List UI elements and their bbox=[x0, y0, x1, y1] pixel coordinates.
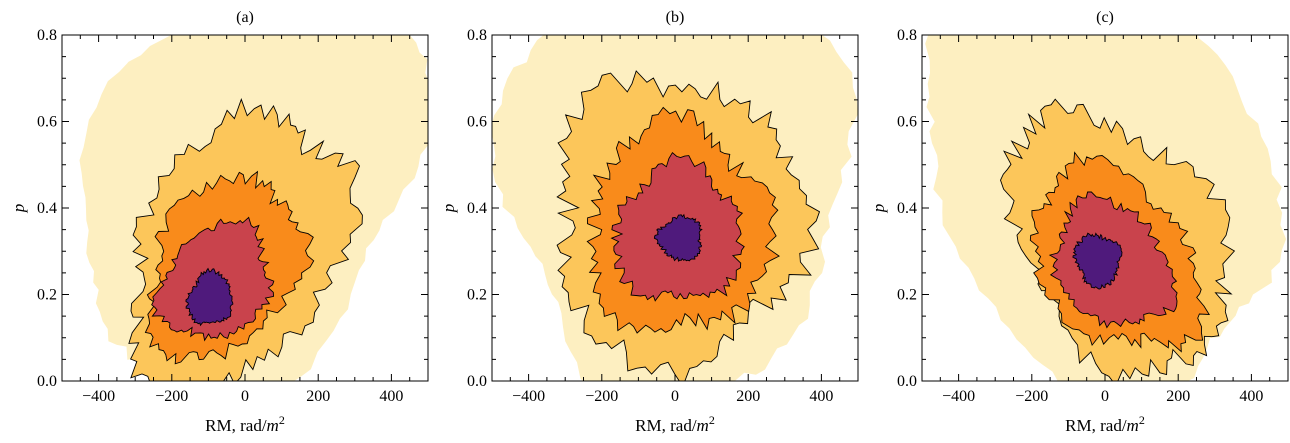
x-axis-label: RM, rad/m2 bbox=[205, 413, 285, 435]
y-axis-label: p bbox=[439, 204, 458, 214]
x-tick-label: −400 bbox=[82, 388, 115, 405]
x-tick-label: −400 bbox=[512, 388, 545, 405]
panel-title: (c) bbox=[1096, 9, 1114, 26]
x-tick-label: 0 bbox=[1101, 388, 1109, 405]
x-tick-label: 200 bbox=[306, 388, 330, 405]
y-tick-label: 0.6 bbox=[467, 114, 487, 131]
x-tick-label: 0 bbox=[671, 388, 679, 405]
contour-area bbox=[492, 35, 858, 381]
x-axis-label: RM, rad/m2 bbox=[635, 413, 715, 435]
y-tick-label: 0.8 bbox=[37, 27, 57, 44]
x-tick-label: −200 bbox=[585, 388, 618, 405]
panel-a: −400 −200 0 200 400 0.0 0.2 0.4 0.6 0.8 (a) RM, rad… bbox=[9, 9, 429, 435]
panel-b: −400 −200 0 200 400 0.0 0.2 0.4 0.6 0.8 (b) RM, rad… bbox=[439, 9, 859, 435]
x-tick-label: 200 bbox=[1166, 388, 1190, 405]
y-tick-label: 0.0 bbox=[897, 373, 917, 390]
y-tick-label: 0.8 bbox=[467, 27, 487, 44]
x-axis-label: RM, rad/m2 bbox=[1065, 413, 1145, 435]
y-tick-label: 0.8 bbox=[897, 27, 917, 44]
contour-area bbox=[925, 35, 1287, 381]
contour-area bbox=[79, 35, 428, 381]
y-tick-label: 0.4 bbox=[467, 200, 487, 217]
panel-title: (b) bbox=[666, 9, 685, 26]
y-axis-label: p bbox=[9, 204, 28, 214]
x-tick-label: −400 bbox=[942, 388, 975, 405]
y-tick-label: 0.6 bbox=[37, 114, 57, 131]
x-tick-label: −200 bbox=[1015, 388, 1048, 405]
panel-c: −400 −200 0 200 400 0.0 0.2 0.4 0.6 0.8 (c) RM, rad… bbox=[869, 9, 1289, 435]
y-tick-label: 0.2 bbox=[467, 287, 487, 304]
y-tick-label: 0.4 bbox=[37, 200, 57, 217]
y-axis-label: p bbox=[869, 204, 888, 214]
y-tick-label: 0.6 bbox=[897, 114, 917, 131]
y-tick-label: 0.2 bbox=[37, 287, 57, 304]
x-tick-label: 0 bbox=[241, 388, 249, 405]
y-tick-label: 0.2 bbox=[897, 287, 917, 304]
x-tick-label: 400 bbox=[1239, 388, 1263, 405]
contour-level-5 bbox=[1072, 232, 1123, 290]
panel-title: (a) bbox=[236, 9, 254, 26]
y-tick-label: 0.4 bbox=[897, 200, 917, 217]
contour-level-5 bbox=[185, 267, 234, 327]
y-tick-label: 0.0 bbox=[467, 373, 487, 390]
x-tick-label: −200 bbox=[155, 388, 188, 405]
contour-level-5 bbox=[653, 213, 703, 262]
x-tick-label: 200 bbox=[736, 388, 760, 405]
y-tick-label: 0.0 bbox=[37, 373, 57, 390]
x-tick-label: 400 bbox=[809, 388, 833, 405]
x-tick-label: 400 bbox=[379, 388, 403, 405]
